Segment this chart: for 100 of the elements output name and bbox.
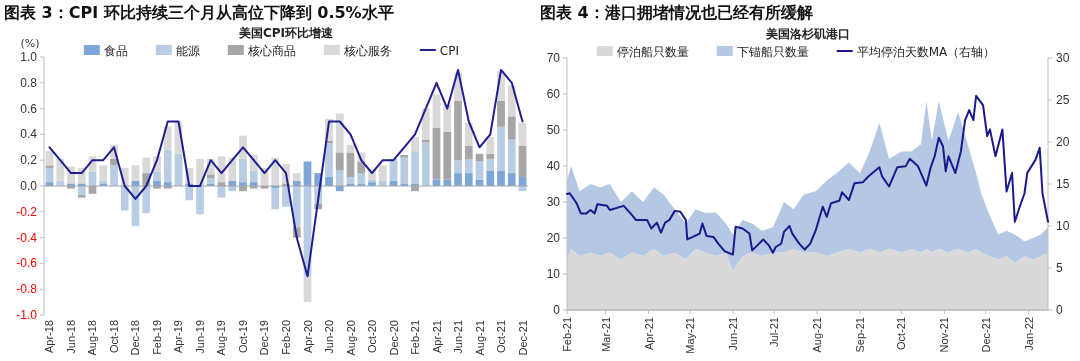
bar <box>454 173 462 186</box>
bar <box>99 165 108 181</box>
x-tick-label: Apr-21 <box>430 320 443 354</box>
y-tick-label: 60 <box>546 87 561 101</box>
bar <box>486 153 495 159</box>
chart-subtitle: 美国洛杉矶港口 <box>764 27 850 41</box>
y-tick-label: 30 <box>546 195 561 209</box>
line-series <box>48 68 524 278</box>
bar <box>497 126 505 171</box>
bar <box>421 108 430 140</box>
bar <box>432 94 441 128</box>
y-tick-label: -0.6 <box>16 256 38 271</box>
bar <box>400 155 409 158</box>
x-tick-label: Aug-18 <box>86 320 99 356</box>
y2-tick-label: 30 <box>1056 51 1070 65</box>
y-tick-label: 0.2 <box>20 153 38 168</box>
bar <box>185 186 194 201</box>
legend-label: 停泊船只数量 <box>616 44 689 59</box>
x-tick-label: May-21 <box>684 317 697 354</box>
x-tick-label: Aug-20 <box>344 320 357 356</box>
bar <box>357 161 366 174</box>
x-tick-label: Sep-21 <box>854 317 867 353</box>
bar <box>249 170 258 183</box>
x-tick-label: Dec-21 <box>516 320 529 356</box>
x-tick-label: Jun-19 <box>193 320 206 354</box>
bar <box>454 160 462 174</box>
y2-tick-label: 20 <box>1056 135 1070 149</box>
chart-subtitle: 美国CPI环比增速 <box>237 26 335 40</box>
legend-label: 能源 <box>175 43 200 58</box>
bar <box>411 151 419 184</box>
x-tick-label: Apr-21 <box>642 317 655 351</box>
y-axis-title: (%) <box>20 37 40 50</box>
bar <box>206 174 215 179</box>
bar <box>45 165 54 168</box>
bar <box>56 158 65 181</box>
x-tick-label: Jan-22 <box>1022 317 1035 351</box>
bar <box>464 173 473 186</box>
x-tick-label: Dec-19 <box>258 320 271 356</box>
x-tick-label: Jun-18 <box>64 320 77 354</box>
bar <box>335 170 344 186</box>
y-tick-label: 0.0 <box>20 179 38 193</box>
bar <box>486 170 495 186</box>
bar <box>120 186 129 211</box>
x-tick-label: Oct-21 <box>495 320 508 354</box>
bar <box>454 100 462 161</box>
bar <box>357 173 366 184</box>
bar <box>206 178 215 184</box>
y-tick-label: 0.8 <box>20 75 38 90</box>
y-tick-label: 70 <box>546 51 561 65</box>
x-tick-label: Oct-19 <box>237 320 249 354</box>
chart-title: 图表 4：港口拥堵情况也已经有所缓解 <box>540 3 813 22</box>
x-tick-label: Oct-21 <box>895 317 908 351</box>
bar <box>142 157 151 174</box>
bar <box>507 139 516 174</box>
bar <box>110 165 118 186</box>
legend-label: 食品 <box>103 43 128 58</box>
y-tick-label: 20 <box>546 231 561 245</box>
x-tick-label: Nov-21 <box>938 317 951 353</box>
bar <box>464 158 473 174</box>
y-tick-label: -0.4 <box>16 230 38 245</box>
bar <box>346 152 355 177</box>
x-tick-label: Apr-19 <box>172 320 185 354</box>
y-tick-label: 10 <box>546 267 561 281</box>
bar <box>518 146 527 177</box>
bar <box>77 186 86 196</box>
bar <box>507 116 516 140</box>
legend-label: CPI <box>439 43 459 58</box>
bar <box>163 149 172 183</box>
x-tick-label: Oct-18 <box>107 320 120 354</box>
x-tick-label: Jun-20 <box>323 320 335 354</box>
bar <box>475 161 484 180</box>
y2-tick-label: 15 <box>1056 177 1070 191</box>
x-tick-label: Aug-21 <box>473 320 486 356</box>
y-tick-label: -0.8 <box>16 282 38 297</box>
y-tick-label: 1.0 <box>20 50 38 64</box>
x-tick-label: Jun-21 <box>726 317 739 351</box>
y-tick-label: 0.4 <box>20 127 38 142</box>
bar <box>497 170 505 186</box>
legend-label: 下锚船只数量 <box>736 44 809 59</box>
y-tick-label: 0.6 <box>20 101 38 116</box>
x-tick-label: Mar-21 <box>599 317 612 352</box>
legend-label: 核心商品 <box>246 43 296 58</box>
bar <box>400 157 409 184</box>
bar <box>421 142 430 186</box>
bar <box>378 165 387 181</box>
bar <box>411 136 419 152</box>
y2-tick-label: 5 <box>1056 261 1063 275</box>
bar <box>239 158 247 183</box>
bar <box>335 152 344 171</box>
bar <box>443 131 452 180</box>
bar <box>153 171 161 181</box>
x-tick-label: Jul-21 <box>768 317 781 347</box>
bar <box>325 176 333 186</box>
bar <box>335 113 344 153</box>
bar <box>432 127 441 180</box>
bar <box>486 136 495 154</box>
x-tick-label: Aug-21 <box>811 317 824 353</box>
bar <box>271 188 280 210</box>
bar <box>497 100 505 127</box>
bar <box>507 173 516 186</box>
